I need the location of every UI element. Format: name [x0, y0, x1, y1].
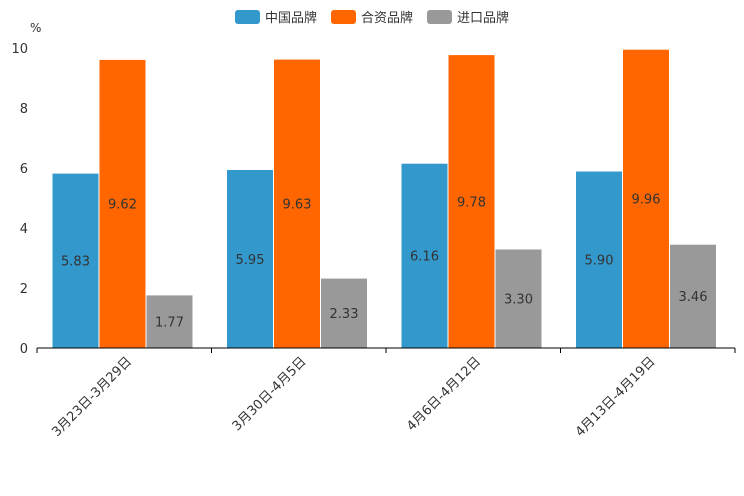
legend-item-joint-venture[interactable]: 合资品牌: [330, 7, 413, 26]
bar-1-1: [273, 58, 321, 349]
bar-2-3: [669, 243, 717, 349]
value-label-2-1: 2.33: [330, 307, 359, 322]
value-label-2-0: 1.77: [155, 315, 184, 330]
bar-0-3: [575, 170, 623, 349]
x-tick-label-3: 4月13日-4月19日: [573, 354, 659, 440]
bar-0-1: [226, 169, 274, 349]
value-label-0-3: 5.90: [585, 254, 614, 269]
y-tick-label-2: 4: [20, 222, 28, 237]
bar-2-1: [320, 277, 368, 349]
value-label-2-3: 3.46: [679, 290, 708, 305]
value-label-1-2: 9.78: [457, 195, 486, 210]
bar-2-2: [494, 248, 543, 349]
legend-swatch-imported: [427, 9, 452, 24]
value-label-0-2: 6.16: [410, 250, 439, 265]
bar-0-2: [400, 162, 449, 349]
x-tick-label-0: 3月23日-3月29日: [49, 354, 135, 440]
value-label-2-2: 3.30: [504, 293, 533, 308]
legend-label-joint-venture: 合资品牌: [360, 11, 413, 26]
bar-1-0: [98, 58, 147, 349]
x-tick-label-1: 3月30日-4月5日: [230, 354, 310, 434]
value-label-1-1: 9.63: [283, 198, 312, 213]
y-tick-label-3: 6: [20, 162, 28, 177]
y-tick-label-1: 2: [20, 282, 28, 297]
y-tick-label-0: 0: [20, 342, 28, 357]
legend-item-imported[interactable]: 进口品牌: [427, 7, 509, 26]
value-label-0-0: 5.83: [61, 255, 90, 270]
legend-label-imported: 进口品牌: [457, 11, 510, 26]
value-label-1-3: 9.96: [632, 193, 661, 208]
legend-swatch-china: [234, 9, 260, 24]
legend-label-china: 中国品牌: [264, 11, 317, 26]
legend: 中国品牌 合资品牌 进口品牌: [0, 7, 744, 26]
y-tick-label-5: 10: [11, 42, 28, 57]
x-tick-label-2: 4月6日-4月12日: [404, 354, 484, 434]
bar-1-3: [622, 48, 670, 349]
bar-2-0: [145, 294, 194, 349]
legend-item-china[interactable]: 中国品牌: [234, 7, 317, 26]
y-tick-label-4: 8: [20, 102, 28, 117]
value-label-1-0: 9.62: [108, 198, 137, 213]
y-axis-unit: %: [30, 21, 42, 35]
value-label-0-1: 5.95: [236, 253, 265, 268]
legend-swatch-joint-venture: [330, 9, 356, 24]
